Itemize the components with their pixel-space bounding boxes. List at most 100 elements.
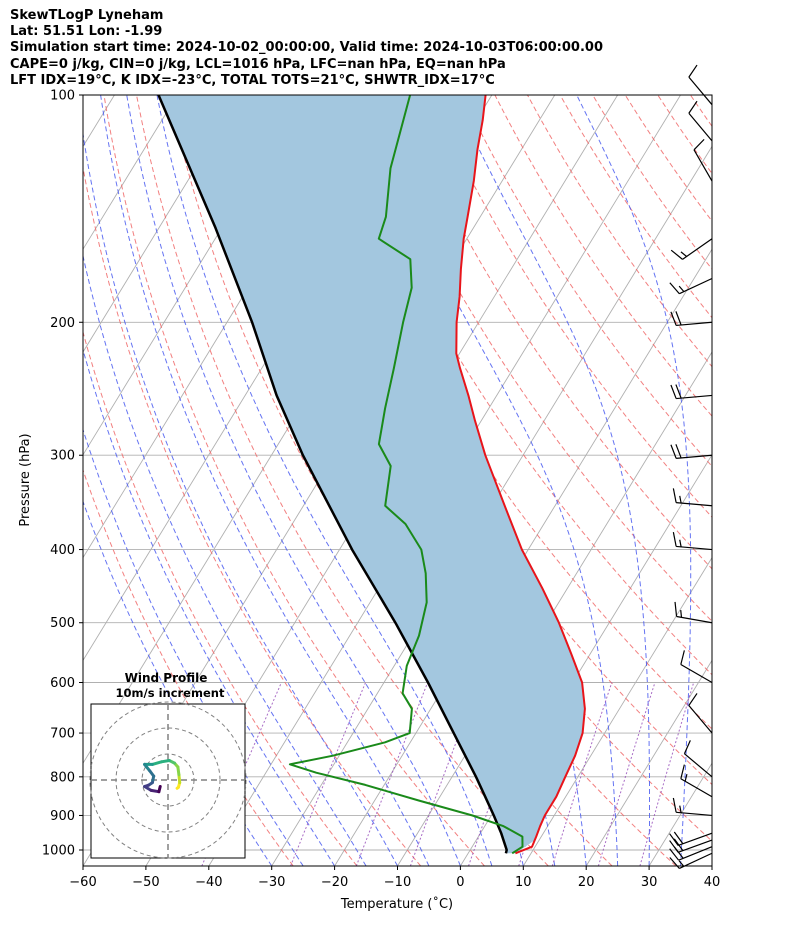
- x-tick-label: −50: [132, 875, 159, 890]
- wind-barb: [693, 138, 713, 182]
- moist-adiabat-line: [156, 95, 493, 866]
- wind-barb-half-flag: [684, 774, 688, 782]
- wind-barb-flag: [693, 138, 705, 151]
- wind-barb-flag: [669, 833, 679, 846]
- wind-barb-flag: [673, 831, 684, 845]
- simulation-times: Simulation start time: 2024-10-02_00:00:…: [10, 40, 603, 56]
- wind-barb-flag: [670, 311, 677, 326]
- wind-barb-half-flag: [678, 860, 685, 867]
- wind-barb: [670, 311, 713, 327]
- wind-barb: [670, 384, 713, 400]
- wind-barb-staff: [684, 753, 713, 778]
- wind-barb-flag: [672, 532, 677, 547]
- wind-barb-half-flag: [679, 495, 682, 504]
- moist-adiabat-line: [83, 253, 367, 866]
- wind-barb-flag: [669, 282, 680, 295]
- sounding-profiles: [157, 95, 586, 855]
- x-tick-label: −40: [195, 875, 222, 890]
- hodograph-title: Wind Profile: [125, 671, 208, 685]
- wind-barb: [688, 693, 713, 734]
- wind-barb-staff: [676, 394, 713, 400]
- mixing-ratio-line: [409, 682, 480, 866]
- wind-barb: [672, 797, 713, 817]
- wind-barb-staff: [688, 112, 713, 142]
- isotherm-line: [711, 865, 712, 866]
- y-tick-label: 1000: [42, 844, 75, 859]
- wind-barb: [672, 532, 713, 551]
- isotherm-line: [83, 95, 178, 251]
- x-tick-label: −20: [321, 875, 348, 890]
- dry-adiabat-line: [233, 95, 712, 842]
- moist-adiabat-line: [126, 95, 461, 866]
- y-tick-label: 700: [50, 727, 75, 742]
- y-tick-label: 600: [50, 676, 75, 691]
- wind-barb-flag: [669, 840, 679, 853]
- x-tick-label: 0: [456, 875, 464, 890]
- isotherm-line: [271, 145, 712, 866]
- wind-barb-half-flag: [680, 610, 683, 618]
- wind-barb: [688, 64, 713, 106]
- temperature-axis: −60 −50 −40 −30 −20 −10 0 10 20 30 40: [69, 866, 720, 890]
- x-tick-label: −10: [384, 875, 411, 890]
- wind-barb-staff: [677, 832, 713, 847]
- wind-barb: [669, 852, 713, 870]
- wind-barb-flag: [675, 384, 682, 399]
- y-tick-label: 200: [50, 316, 75, 331]
- wind-barb: [680, 650, 713, 684]
- wind-barb-staff: [680, 778, 713, 798]
- moist-adiabat-line: [576, 95, 692, 866]
- wind-barb-staff: [682, 238, 713, 260]
- dry-adiabat-line: [756, 95, 794, 866]
- wind-barb-staff: [679, 852, 713, 870]
- wind-barb-staff: [676, 615, 713, 624]
- wind-barb-staff: [677, 839, 713, 853]
- wind-barb-flag: [669, 848, 680, 861]
- wind-barb: [669, 277, 713, 295]
- mixing-ratio-line: [597, 682, 656, 866]
- wind-barb-flag: [672, 797, 677, 813]
- wind-barb-half-flag: [679, 539, 682, 547]
- hodograph-inset: Wind Profile 10m/s increment: [89, 671, 247, 859]
- wind-barb-staff: [676, 502, 713, 507]
- mixing-ratio-line: [355, 682, 429, 866]
- mixing-ratio-line: [639, 682, 695, 866]
- hodograph-subtitle: 10m/s increment: [116, 686, 225, 700]
- wind-barb: [670, 238, 713, 260]
- isotherm-line: [83, 95, 241, 353]
- wind-barb-flag: [680, 650, 685, 665]
- station-title: SkewTLogP Lyneham: [10, 8, 164, 23]
- wind-barb-flag: [688, 100, 698, 114]
- wind-barb-staff: [676, 811, 713, 817]
- mixing-ratio-line: [201, 682, 282, 866]
- y-tick-label: 100: [50, 89, 75, 104]
- station-coordinates: Lat: 51.51 Lon: -1.99: [10, 24, 163, 40]
- dewpoint-profile-line: [288, 95, 524, 855]
- wind-barb-half-flag: [680, 251, 687, 257]
- isotherm-line: [334, 248, 712, 866]
- dry-adiabat-line: [83, 165, 422, 866]
- stability-indices-1: CAPE=0 j/kg, CIN=0 j/kg, LCL=1016 hPa, L…: [10, 56, 506, 72]
- wind-barb: [669, 831, 713, 847]
- wind-barb-staff: [688, 76, 713, 106]
- wind-barb-flag: [670, 249, 683, 260]
- dry-adiabat-line: [168, 95, 613, 866]
- x-tick-label: 40: [704, 875, 721, 890]
- wind-barb-flag: [680, 764, 685, 779]
- wind-barb: [683, 740, 713, 778]
- wind-barbs: [669, 64, 713, 870]
- wind-barb-half-flag: [678, 285, 685, 292]
- wind-barb-staff: [678, 846, 713, 861]
- moist-adiabat-line: [711, 859, 712, 866]
- wind-barb-flag: [683, 740, 691, 754]
- x-axis-label: Temperature (˚C): [340, 896, 453, 912]
- wind-barb-flag: [672, 488, 677, 503]
- x-tick-label: −60: [69, 875, 96, 890]
- dry-adiabat-line: [136, 95, 549, 866]
- wind-barb-flag: [688, 693, 698, 706]
- wind-barb-staff: [693, 149, 713, 182]
- dry-adiabat-line: [624, 95, 712, 222]
- dry-adiabat-line: [103, 95, 485, 866]
- x-tick-label: 30: [641, 875, 658, 890]
- isotherm-line: [648, 762, 712, 866]
